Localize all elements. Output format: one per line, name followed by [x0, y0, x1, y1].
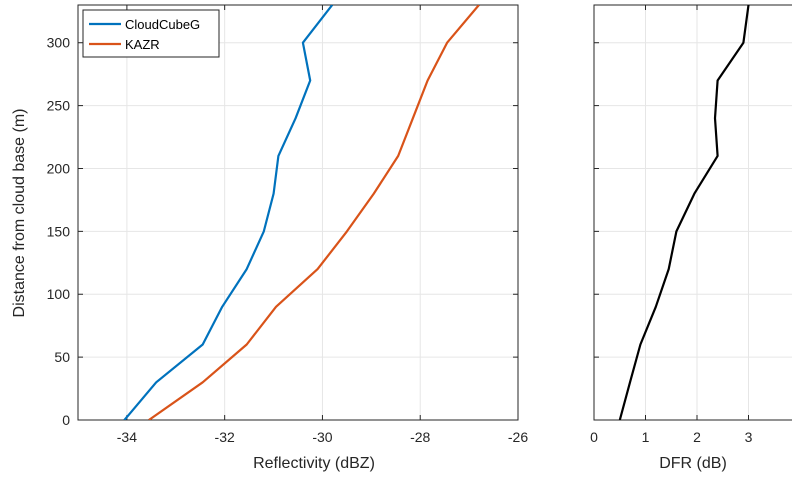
- dfr-x-axis-label: DFR (dB): [659, 455, 727, 472]
- distance-y-tick-label: 200: [47, 160, 71, 176]
- distance-y-tick-label: 0: [62, 412, 70, 428]
- distance-y-tick-label: 150: [47, 223, 71, 239]
- dfr-x-tick-label: 3: [745, 429, 753, 445]
- legend-entry-label: CloudCubeG: [125, 17, 200, 32]
- reflectivity-plot: -34 -32 -30 -28 -26 0 50 100 150 200 250 300: [47, 4, 528, 445]
- dfr-plot: 01234: [590, 4, 792, 445]
- reflectivity-x-axis-label: Reflectivity (dBZ): [253, 455, 375, 472]
- reflectivity-x-tick-label: -34: [117, 429, 137, 445]
- distance-y-tick-label: 250: [47, 98, 71, 114]
- legend: CloudCubeG KAZR: [82, 9, 220, 58]
- dfr-series-line: [618, 5, 750, 420]
- distance-y-axis-label: Distance from cloud base (m): [11, 109, 28, 318]
- legend-box: [82, 9, 220, 58]
- cloudcubeg-series-line: [123, 5, 334, 420]
- dfr-x-tick-label: 1: [642, 429, 650, 445]
- legend-entry-label: KAZR: [125, 37, 160, 52]
- distance-y-tick-label: 50: [54, 349, 70, 365]
- reflectivity-x-tick-label: -28: [410, 429, 430, 445]
- dfr-x-tick-label: 2: [693, 429, 701, 445]
- dfr-axes-box: [593, 4, 792, 421]
- reflectivity-x-tick-label: -30: [312, 429, 332, 445]
- distance-y-tick-label: 100: [47, 286, 71, 302]
- reflectivity-x-tick-label: -32: [215, 429, 235, 445]
- distance-y-tick-label: 300: [47, 35, 71, 51]
- reflectivity-axes-box: [77, 4, 519, 421]
- dfr-x-tick-label: 0: [590, 429, 598, 445]
- kazr-series-line: [148, 5, 480, 420]
- reflectivity-x-tick-label: -26: [508, 429, 528, 445]
